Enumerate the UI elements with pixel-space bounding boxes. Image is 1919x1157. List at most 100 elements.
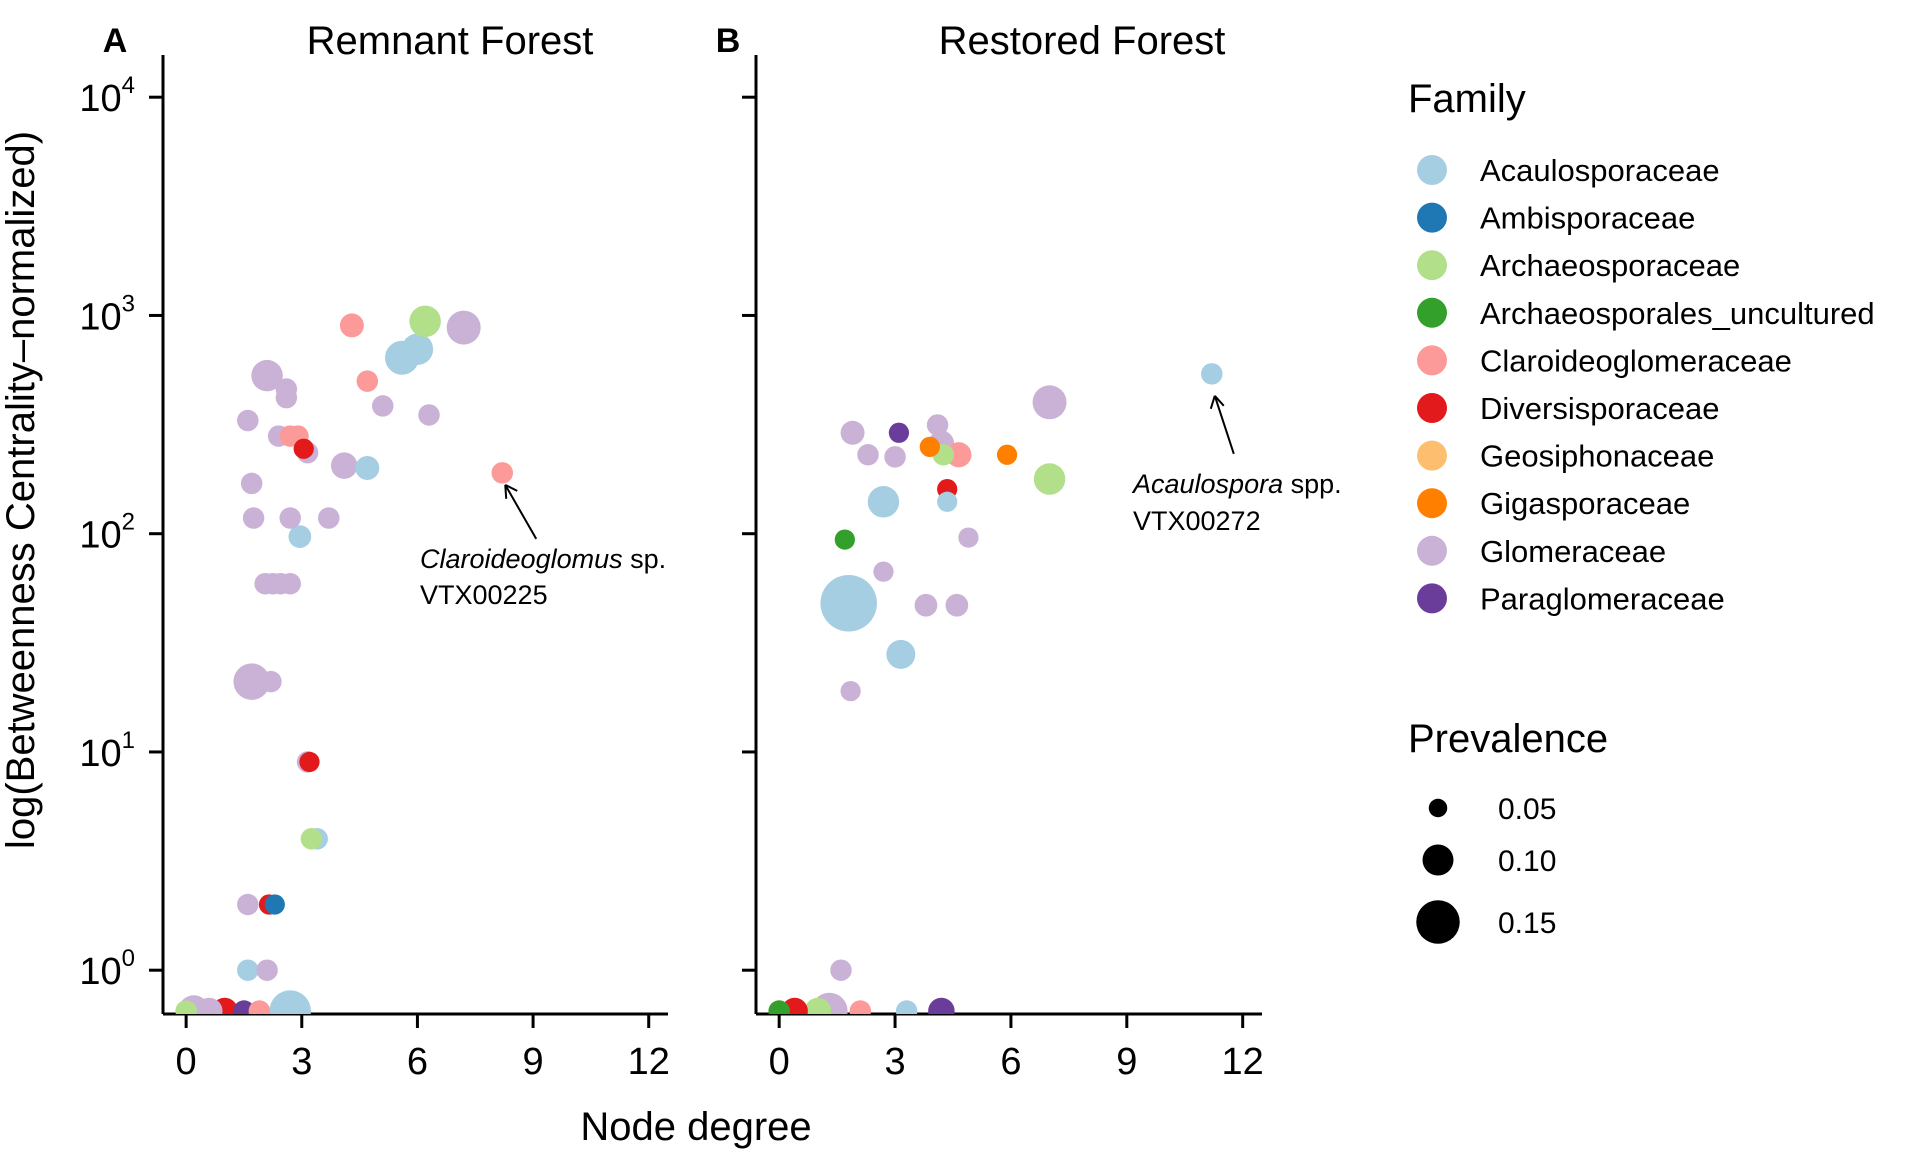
- data-point: [820, 575, 877, 632]
- panel-a: A Remnant Forest 100 101 102 103 104 0 3 6 9 12 Clar…: [79, 19, 670, 1083]
- panel-b: B Restored Forest 0 3 6 9 12 Acaulospora spp. VT…: [716, 19, 1342, 1083]
- panel-title: Remnant Forest: [307, 19, 594, 63]
- annotation-arrowhead: [504, 483, 518, 499]
- data-point: [318, 507, 340, 529]
- panel-letter: A: [103, 22, 128, 60]
- legend-swatch: [1417, 250, 1447, 281]
- size-key-label: 0.05: [1498, 793, 1556, 826]
- legend-label: Geosiphonaceae: [1480, 439, 1714, 474]
- legend-title: Prevalence: [1408, 717, 1608, 761]
- legend-label: Ambisporaceae: [1480, 201, 1695, 236]
- x-tick-label: 0: [769, 1041, 790, 1083]
- data-point: [888, 422, 910, 443]
- y-axis-title: log(Betweenness Centrality–normalized): [0, 131, 43, 849]
- data-point: [356, 370, 379, 392]
- data-point: [919, 436, 940, 457]
- data-point: [914, 593, 938, 617]
- x-tick-label: 3: [291, 1041, 312, 1083]
- legend-label: Acaulosporaceae: [1480, 153, 1720, 188]
- size-key-circle: [1416, 900, 1460, 944]
- data-point: [196, 997, 223, 1014]
- data-point: [886, 639, 916, 669]
- size-key-label: 0.10: [1498, 845, 1556, 878]
- data-point: [264, 894, 285, 915]
- data-point: [857, 444, 879, 466]
- data-point: [946, 442, 972, 468]
- panel-letter: B: [716, 22, 741, 60]
- data-point: [840, 420, 865, 445]
- data-point: [279, 507, 301, 529]
- data-point: [937, 491, 958, 512]
- data-point: [240, 472, 263, 495]
- data-point: [275, 386, 298, 409]
- data-point: [996, 444, 1018, 465]
- annotation-label: Acaulospora spp.: [1131, 469, 1342, 499]
- legend-label: Glomeraceae: [1480, 534, 1666, 569]
- data-point: [260, 670, 282, 693]
- annotation-label-id: VTX00272: [1133, 506, 1261, 536]
- data-point: [849, 1000, 872, 1014]
- data-point: [251, 359, 283, 392]
- x-tick-label: 9: [523, 1041, 544, 1083]
- legend-swatch: [1417, 488, 1447, 519]
- data-point: [237, 409, 259, 432]
- data-point: [293, 438, 314, 459]
- points-layer: [768, 363, 1223, 1014]
- data-point: [873, 561, 894, 582]
- data-point: [1201, 363, 1223, 385]
- legend-swatch: [1417, 583, 1447, 614]
- legend-title: Family: [1408, 77, 1526, 121]
- data-point: [355, 456, 380, 481]
- annotation-arrow: [1213, 395, 1235, 455]
- legend-label: Claroideoglomeraceae: [1480, 343, 1792, 378]
- legend-label: Archaeosporaceae: [1480, 248, 1740, 283]
- annotation-label: Claroideoglomus sp.: [420, 544, 666, 574]
- x-tick-label: 12: [1222, 1041, 1264, 1083]
- legend-prevalence: Prevalence 0.05 0.10 0.15: [1408, 717, 1608, 944]
- data-point: [401, 333, 434, 366]
- data-point: [371, 395, 394, 417]
- x-tick-label: 6: [1000, 1041, 1021, 1083]
- y-tick-label: 104: [79, 72, 135, 120]
- legend-swatch: [1417, 535, 1447, 566]
- data-point: [409, 305, 441, 338]
- data-point: [248, 1000, 271, 1014]
- data-point: [895, 1000, 918, 1014]
- data-point: [945, 593, 969, 617]
- data-point: [446, 310, 481, 345]
- data-point: [958, 527, 979, 548]
- data-point: [299, 751, 320, 773]
- data-point: [418, 404, 440, 426]
- y-tick-label: 101: [79, 727, 135, 775]
- size-key-circle: [1422, 844, 1454, 876]
- data-point: [491, 462, 513, 484]
- x-tick-label: 0: [176, 1041, 197, 1083]
- data-point: [834, 529, 855, 550]
- legend-family: Family Acaulosporaceae Ambisporaceae Archae…: [1408, 77, 1875, 616]
- x-tick-label: 3: [884, 1041, 905, 1083]
- data-point: [804, 997, 832, 1014]
- data-point: [269, 990, 311, 1014]
- data-point: [1033, 463, 1066, 495]
- x-tick-label: 12: [628, 1041, 670, 1083]
- legend-label: Archaeosporales_uncultured: [1480, 296, 1875, 331]
- data-point: [867, 486, 900, 518]
- data-point: [928, 997, 955, 1014]
- data-point: [233, 663, 270, 700]
- legend-label: Gigasporaceae: [1480, 486, 1690, 521]
- legend-label: Diversisporaceae: [1480, 391, 1720, 426]
- y-tick-label: 102: [79, 509, 135, 557]
- data-point: [175, 1000, 197, 1014]
- legend-swatch: [1417, 297, 1447, 328]
- annotation-label-id: VTX00225: [420, 580, 548, 610]
- data-point: [242, 507, 265, 529]
- data-point: [237, 959, 259, 981]
- data-point: [830, 959, 852, 981]
- size-key-circle: [1428, 798, 1448, 818]
- data-point: [300, 828, 323, 850]
- panel-title: Restored Forest: [939, 19, 1226, 63]
- x-tick-label: 9: [1116, 1041, 1137, 1083]
- data-point: [288, 525, 312, 548]
- data-point: [237, 893, 259, 916]
